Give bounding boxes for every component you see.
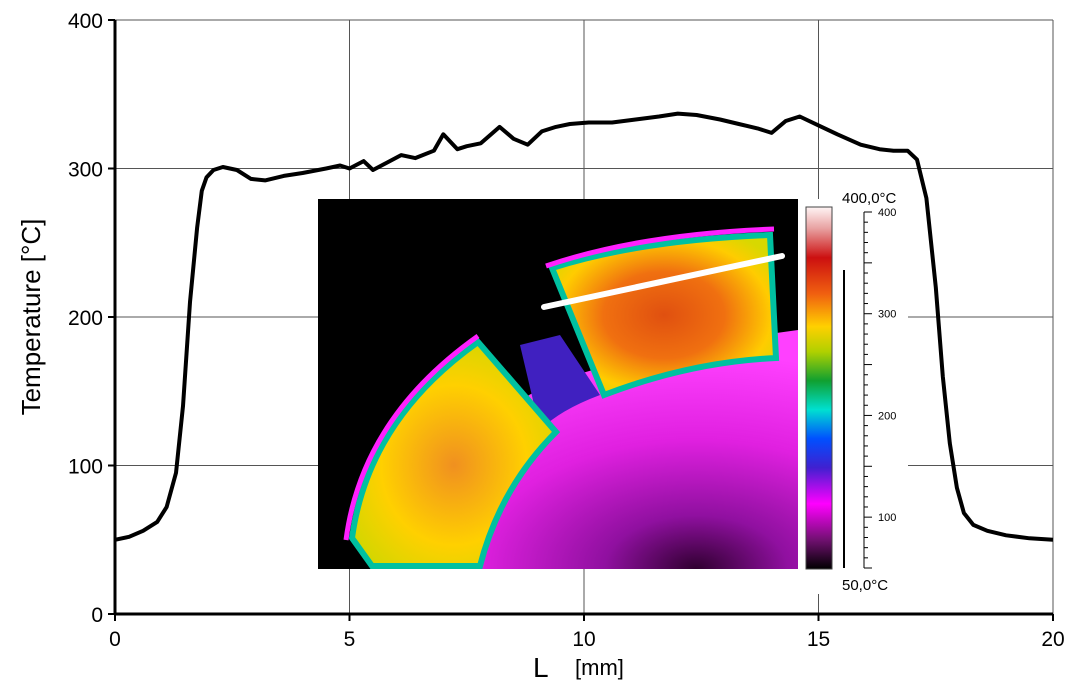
colorbar-tick-label: 200 (878, 410, 896, 422)
measurement-line (541, 253, 785, 310)
x-axis-unit-label: [mm] (575, 655, 624, 680)
y-tick-label: 0 (91, 604, 103, 627)
colorbar-ticks: 400 300 200 100 (864, 207, 896, 569)
series-line (114, 111, 1054, 542)
thermal-segment-upper-edge (545, 226, 775, 269)
thermal-segment-lower (348, 337, 561, 569)
thermal-image-glow (520, 335, 600, 430)
x-tick-label: 0 (109, 628, 121, 651)
x-axis-label: L (533, 652, 549, 683)
x-tick-label: 5 (344, 628, 356, 651)
colorbar-max-label: 400,0°C (842, 190, 897, 207)
colorbar-tick-label: 100 (878, 512, 896, 524)
thermal-segment-lower-edge (343, 333, 480, 541)
x-tick-label: 15 (807, 628, 830, 651)
y-tick-label: 400 (68, 10, 103, 33)
colorbar-tick-label: 300 (878, 309, 896, 321)
colorbar (805, 206, 833, 570)
colorbar-tick-label: 400 (878, 207, 896, 219)
y-axis-label: Temperature [°C] (16, 219, 46, 416)
y-tick-label: 200 (68, 307, 103, 330)
y-tick-label: 100 (68, 456, 103, 479)
x-tick-label: 20 (1041, 628, 1064, 651)
thermal-segment-upper (547, 231, 780, 399)
colorbar-min-label: 50,0°C (842, 577, 888, 594)
y-tick-label: 300 (68, 159, 103, 182)
thermal-image-inset: 400 300 200 100 400,0°C 50,0°C (318, 190, 908, 594)
x-tick-label: 10 (572, 628, 595, 651)
